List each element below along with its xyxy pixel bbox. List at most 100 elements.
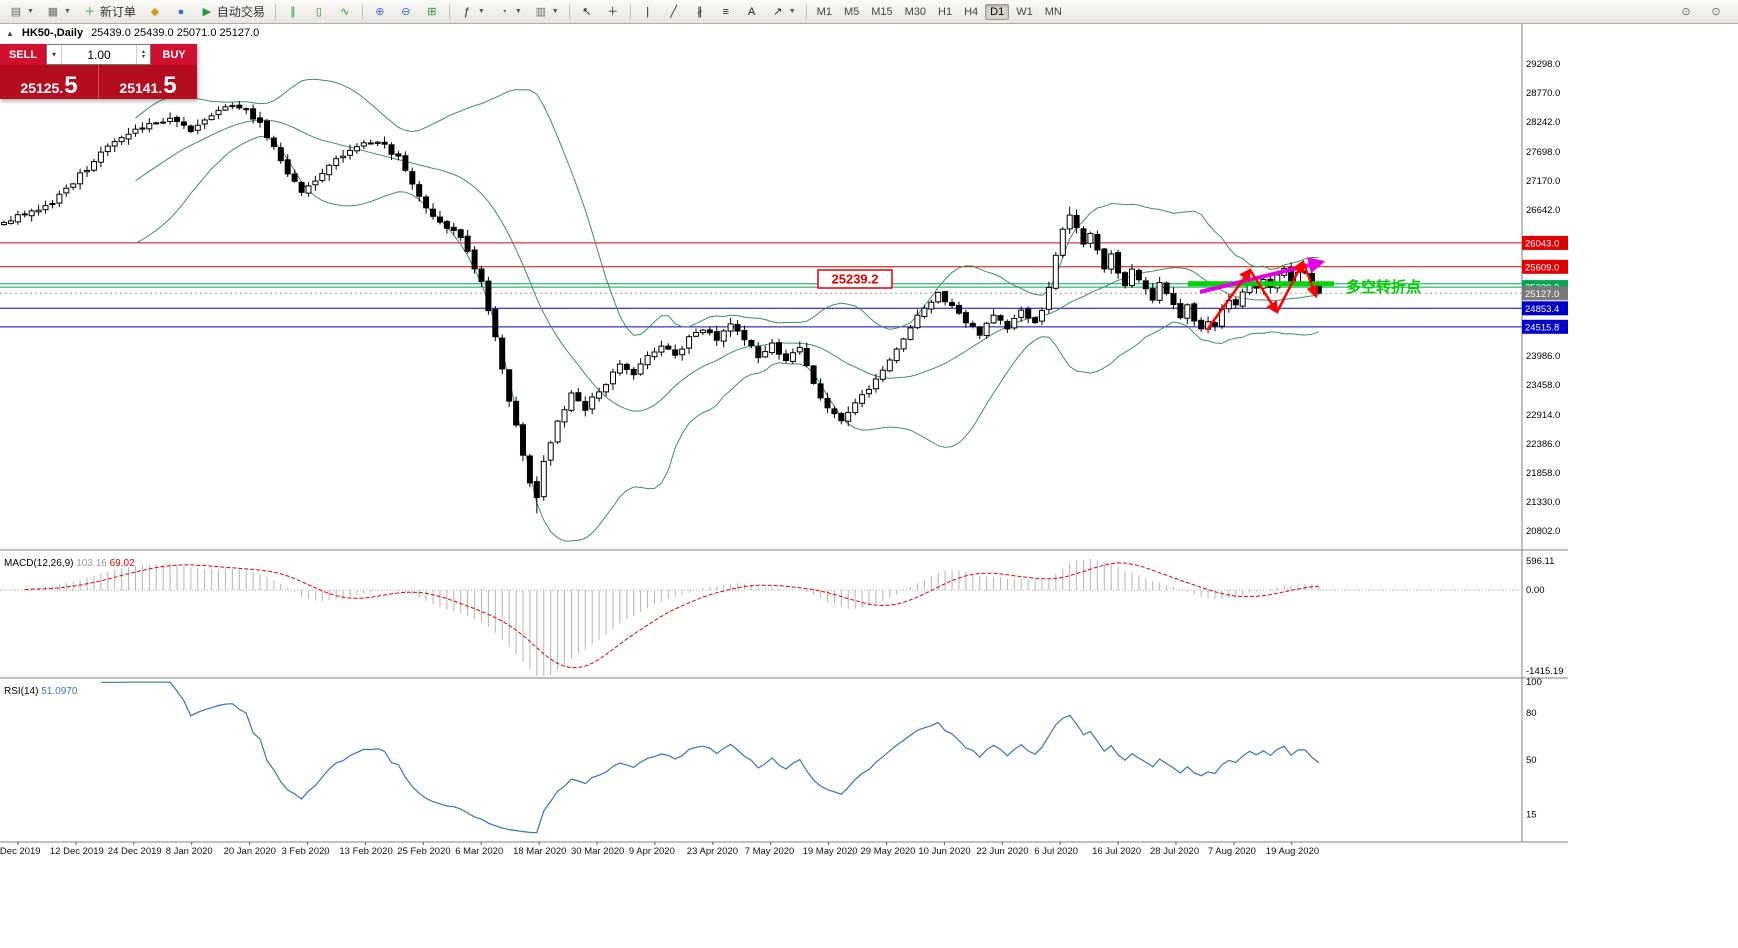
timeframe-m15[interactable]: M15 — [871, 5, 893, 18]
toolbar: ▤ ▼ ▦ ▼ ＋新订单 ◆ ● ▶ 自动交易 ∥ ▯ ∿ ⊕ ⊖ ⊞ ƒ ▼ ◔ ▼ ▥… — [0, 0, 1738, 24]
line-chart-icon: ∿ — [340, 5, 350, 18]
periods-icon: ◔ — [500, 5, 508, 18]
autotrading-button[interactable]: ▶ 自动交易 — [195, 1, 270, 23]
spin-up-icon[interactable]: ▴ — [141, 48, 145, 55]
timeframe-m1[interactable]: M1 — [816, 5, 832, 18]
svg-text:2 Dec 2019: 2 Dec 2019 — [0, 846, 41, 857]
timeframe-w1[interactable]: W1 — [1016, 5, 1033, 18]
chevron-down-icon: ▼ — [551, 7, 559, 15]
svg-text:23458.0: 23458.0 — [1526, 380, 1560, 391]
timeframe-h4[interactable]: H4 — [964, 5, 979, 18]
arrow-shape-icon: ↗ — [773, 5, 783, 18]
svg-text:30 Mar 2020: 30 Mar 2020 — [571, 846, 624, 857]
one-click-trading-panel: SELL ▾ 1.00 ▴ ▾ BUY 25125. 5 25141. 5 — [0, 44, 197, 99]
svg-text:8 Jan 2020: 8 Jan 2020 — [166, 846, 213, 857]
buy-button[interactable]: BUY — [151, 44, 197, 65]
separator — [274, 3, 276, 20]
chevron-down-icon: ▼ — [63, 7, 71, 15]
svg-text:28242.0: 28242.0 — [1526, 117, 1560, 128]
timeframe-d1[interactable]: D1 — [985, 3, 1010, 20]
chart-shift-icon: ⊙ — [1711, 5, 1721, 18]
svg-text:0.00: 0.00 — [1526, 585, 1545, 596]
symbols-button[interactable]: ◆ — [143, 1, 167, 23]
separator — [805, 3, 807, 20]
svg-text:29 May 2020: 29 May 2020 — [861, 846, 916, 857]
svg-text:25127.0: 25127.0 — [1525, 289, 1559, 300]
svg-text:28 Jul 2020: 28 Jul 2020 — [1150, 846, 1199, 857]
svg-text:12 Dec 2019: 12 Dec 2019 — [50, 846, 104, 857]
svg-text:21330.0: 21330.0 — [1526, 497, 1560, 508]
accounts-button[interactable]: ● — [169, 1, 193, 23]
price-chart[interactable]: 25239.2 多空转折点 29298.0 28770.0 28242.0 27698.0… — [0, 24, 1738, 948]
svg-text:22914.0: 22914.0 — [1526, 410, 1560, 421]
volume-spinner[interactable]: ▴ ▾ — [136, 45, 150, 64]
svg-text:24853.4: 24853.4 — [1525, 304, 1559, 315]
crosshair-button[interactable]: ＋ — [601, 1, 625, 23]
fibonacci-tool-button[interactable]: ≡ — [714, 1, 738, 23]
svg-text:6 Mar 2020: 6 Mar 2020 — [455, 846, 503, 857]
svg-text:-1415.19: -1415.19 — [1526, 666, 1564, 677]
vertical-line-icon: | — [646, 5, 650, 18]
bar-chart-button[interactable]: ∥ — [281, 1, 305, 23]
tile-windows-icon: ⊞ — [427, 5, 437, 18]
line-chart-button[interactable]: ∿ — [333, 1, 357, 23]
autoscroll-button[interactable]: ⊙ — [1674, 1, 1698, 23]
new-order-label: 新订单 — [99, 4, 136, 19]
volume-field[interactable]: ▾ 1.00 ▴ ▾ — [46, 44, 151, 65]
svg-text:21858.0: 21858.0 — [1526, 468, 1560, 479]
rsi-title: RSI(14) 51.0970 — [4, 686, 78, 697]
tile-windows-button[interactable]: ⊞ — [420, 1, 444, 23]
svg-text:22386.0: 22386.0 — [1526, 439, 1560, 450]
separator — [568, 3, 570, 20]
crosshair-icon: ＋ — [607, 5, 619, 18]
svg-text:80: 80 — [1526, 708, 1537, 719]
collapse-icon[interactable]: ▲ — [6, 28, 14, 38]
timeframe-m30[interactable]: M30 — [904, 5, 927, 18]
text-tool-button[interactable]: A — [740, 1, 764, 23]
new-chart-button[interactable]: ▤ ▼ — [4, 1, 39, 23]
buy-price-big: 5 — [163, 71, 177, 99]
svg-text:7 May 2020: 7 May 2020 — [745, 846, 795, 857]
chart-shift-button[interactable]: ⊙ — [1704, 1, 1728, 23]
spin-down-icon[interactable]: ▾ — [141, 53, 145, 60]
svg-text:23986.0: 23986.0 — [1526, 351, 1560, 362]
indicators-icon: ƒ — [463, 5, 470, 18]
svg-text:13 Feb 2020: 13 Feb 2020 — [339, 846, 392, 857]
sell-button[interactable]: SELL — [0, 44, 46, 65]
profiles-button[interactable]: ▦ ▼ — [41, 1, 76, 23]
svg-text:9 Apr 2020: 9 Apr 2020 — [629, 846, 675, 857]
new-order-button[interactable]: ＋新订单 — [78, 1, 141, 23]
chevron-down-icon: ▼ — [788, 7, 796, 15]
macd-pane: 596.11 0.00 -1415.19 MACD(12,26,9) 103.16 6… — [0, 556, 1564, 677]
svg-text:28770.0: 28770.0 — [1526, 88, 1560, 99]
sell-price[interactable]: 25125. 5 — [0, 65, 98, 99]
cursor-button[interactable]: ↖ — [575, 1, 599, 23]
svg-text:多空转折点: 多空转折点 — [1346, 278, 1421, 296]
svg-text:6 Jul 2020: 6 Jul 2020 — [1034, 846, 1078, 857]
chart-annotations: 25239.2 多空转折点 — [817, 257, 1421, 331]
new-order-icon: ＋ — [84, 5, 96, 18]
trendline-tool-button[interactable]: ╱ — [662, 1, 686, 23]
timeframe-m5[interactable]: M5 — [843, 5, 860, 18]
candle-chart-button[interactable]: ▯ — [307, 1, 331, 23]
zoom-in-button[interactable]: ⊕ — [368, 1, 392, 23]
turning-point-label: 多空转折点 — [1346, 278, 1421, 296]
channel-tool-button[interactable]: ∦ — [688, 1, 712, 23]
profiles-icon: ▦ — [47, 5, 59, 18]
indicators-button[interactable]: ƒ ▼ — [455, 1, 490, 23]
svg-text:22 Jun 2020: 22 Jun 2020 — [976, 846, 1028, 857]
templates-button[interactable]: ▥ ▼ — [529, 1, 564, 23]
zoom-out-button[interactable]: ⊖ — [394, 1, 418, 23]
buy-price[interactable]: 25141. 5 — [98, 65, 197, 99]
arrows-tool-button[interactable]: ↗ ▼ — [766, 1, 801, 23]
symbol-info-bar: ▲ HK50-,Daily 25439.0 25439.0 25071.0 25… — [6, 27, 259, 39]
timeframe-mn[interactable]: MN — [1044, 5, 1062, 18]
volume-dropdown-icon[interactable]: ▾ — [47, 45, 62, 64]
autotrading-label: 自动交易 — [216, 4, 265, 19]
volume-value: 1.00 — [87, 47, 111, 62]
timeframe-h1[interactable]: H1 — [938, 5, 953, 18]
buy-price-main: 25141. — [119, 79, 163, 96]
periods-button[interactable]: ◔ ▼ — [492, 1, 527, 23]
vline-tool-button[interactable]: | — [636, 1, 660, 23]
text-icon: A — [748, 5, 756, 18]
